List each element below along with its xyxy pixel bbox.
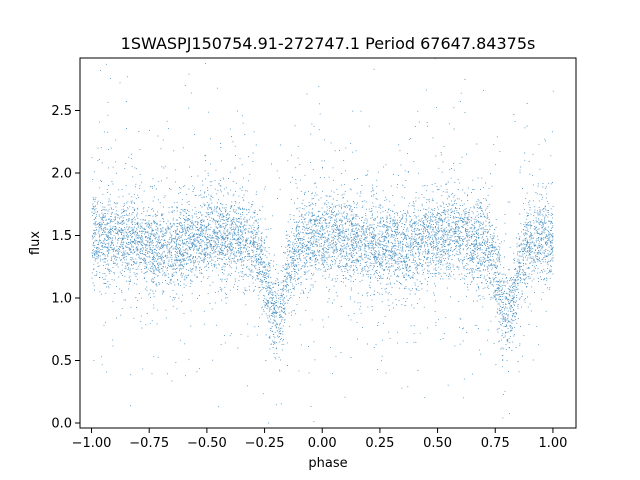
y-tick-label: 2.5	[51, 104, 72, 119]
x-tick-label: 1.00	[538, 436, 567, 451]
x-tick-label: 0.00	[308, 436, 337, 451]
plot-frame	[79, 57, 577, 429]
data-points	[91, 57, 554, 424]
x-axis-ticks: −1.00 −0.75 −0.50 −0.25 0.00 0.25 0.50 0.75 1.00	[72, 428, 567, 451]
x-tick-label: −0.25	[245, 436, 285, 451]
x-tick-label: 0.25	[365, 436, 394, 451]
y-tick-label: 0.5	[51, 354, 72, 369]
scatter-points	[91, 57, 554, 424]
x-tick-label: 0.75	[481, 436, 510, 451]
y-tick-label: 0.0	[51, 417, 72, 432]
y-axis-ticks: 0.0 0.5 1.0 1.5 2.0 2.5	[51, 104, 80, 432]
x-tick-label: −0.75	[129, 436, 169, 451]
chart-title: 1SWASPJ150754.91-272747.1 Period 67647.8…	[121, 34, 536, 53]
y-tick-label: 2.0	[51, 167, 72, 182]
x-axis-label: phase	[308, 456, 347, 471]
x-tick-label: −0.50	[187, 436, 227, 451]
x-tick-label: −1.00	[72, 436, 112, 451]
y-tick-label: 1.0	[51, 292, 72, 307]
y-tick-label: 1.5	[51, 229, 72, 244]
y-axis-label: flux	[28, 231, 43, 255]
x-tick-label: 0.50	[423, 436, 452, 451]
